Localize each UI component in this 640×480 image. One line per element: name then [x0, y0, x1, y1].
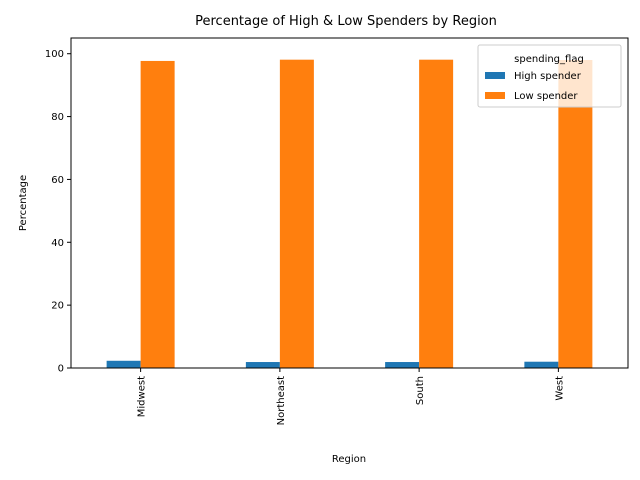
x-tick-label: West	[554, 376, 565, 401]
x-tick-label: Midwest	[137, 376, 148, 417]
bar-low-spender-northeast	[279, 59, 314, 368]
bar-low-spender-midwest	[140, 60, 175, 368]
y-tick-label: 40	[51, 238, 64, 249]
y-tick-label: 0	[58, 364, 64, 375]
y-tick-label: 100	[45, 49, 64, 60]
legend-title: spending_flag	[514, 54, 584, 65]
y-axis-label: Percentage	[18, 175, 29, 231]
legend: spending_flag High spender Low spender	[477, 44, 622, 108]
legend-box	[477, 44, 622, 108]
legend-label-high-spender: High spender	[514, 71, 582, 82]
y-tick-label: 80	[51, 112, 64, 123]
y-tick-label: 20	[51, 301, 64, 312]
plot-frame	[70, 37, 629, 369]
x-tick-label: South	[415, 376, 426, 405]
x-tick-label: Northeast	[276, 376, 287, 425]
bar-high-spender-south	[385, 362, 420, 368]
bar-high-spender-northeast	[245, 362, 280, 368]
legend-swatch-low-spender	[485, 92, 505, 99]
bar-high-spender-west	[524, 361, 559, 368]
bar-low-spender-west	[558, 60, 593, 368]
legend-label-low-spender: Low spender	[514, 91, 578, 102]
bar-low-spender-south	[419, 59, 454, 368]
y-tick-label: 60	[51, 175, 64, 186]
x-axis-label: Region	[332, 454, 366, 465]
ticks-layer: Midwest Northeast South West 0 20 40 60 80 100	[45, 49, 565, 425]
chart-title: Percentage of High & Low Spenders by Reg…	[195, 14, 497, 29]
legend-swatch-high-spender	[485, 72, 505, 79]
legend-entries: High spender Low spender	[485, 71, 582, 102]
bar-high-spender-midwest	[106, 360, 141, 368]
bars-layer	[106, 59, 593, 368]
